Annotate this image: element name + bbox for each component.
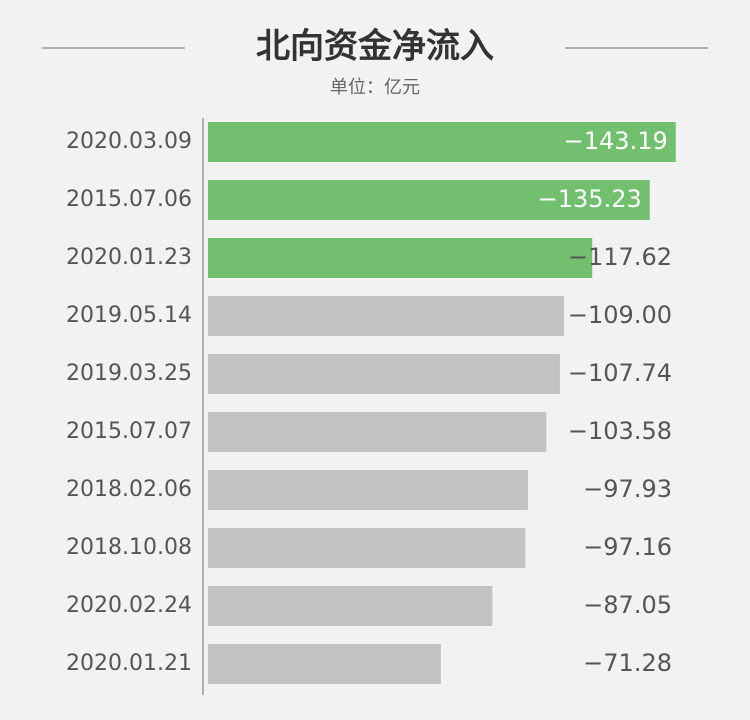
y-tick-label: 2020.01.23 — [66, 245, 192, 270]
bar — [208, 180, 650, 220]
bar — [208, 122, 676, 162]
bar — [208, 586, 493, 626]
bar — [208, 412, 547, 452]
value-label: −87.05 — [583, 591, 672, 619]
y-tick-label: 2020.03.09 — [66, 129, 192, 154]
value-label: −71.28 — [583, 649, 672, 677]
value-label: −109.00 — [568, 301, 672, 329]
y-tick-label: 2018.10.08 — [66, 535, 192, 560]
bar — [208, 528, 526, 568]
y-tick-label: 2015.07.06 — [66, 187, 192, 212]
chart-subtitle: 单位：亿元 — [330, 77, 420, 98]
value-label: −103.58 — [568, 417, 672, 445]
bar — [208, 644, 441, 684]
value-label: −97.16 — [583, 533, 672, 561]
value-label: −117.62 — [568, 243, 672, 271]
bar — [208, 354, 560, 394]
y-tick-label: 2020.01.21 — [66, 651, 192, 676]
y-tick-label: 2019.03.25 — [66, 361, 192, 386]
y-tick-label: 2018.02.06 — [66, 477, 192, 502]
bar — [208, 238, 593, 278]
value-label: −107.74 — [568, 359, 672, 387]
chart-title: 北向资金净流入 — [256, 27, 494, 67]
y-tick-label: 2020.02.24 — [66, 593, 192, 618]
bar — [208, 470, 528, 510]
y-tick-label: 2019.05.14 — [66, 303, 192, 328]
value-label: −135.23 — [538, 185, 642, 213]
value-label: −143.19 — [564, 127, 668, 155]
y-tick-label: 2015.07.07 — [66, 419, 192, 444]
value-label: −97.93 — [583, 475, 672, 503]
bar — [208, 296, 565, 336]
